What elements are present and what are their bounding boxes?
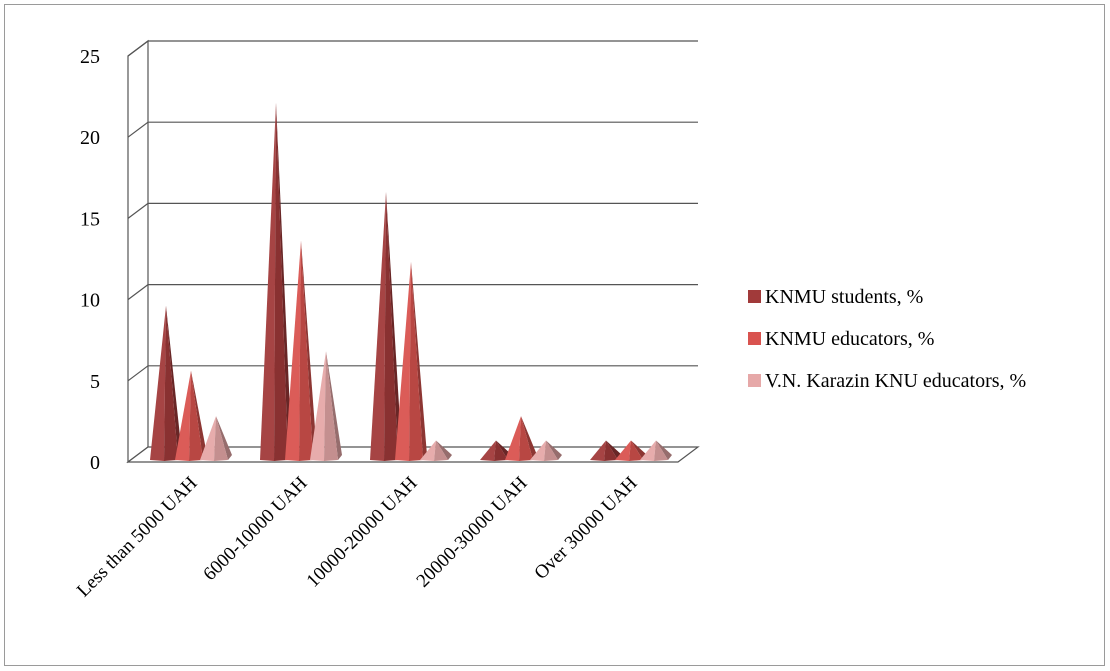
pyramid-front-left	[505, 416, 521, 461]
pyramid-side	[411, 261, 427, 460]
pyramid-front-right	[604, 440, 618, 461]
pyramid-front-left	[175, 370, 191, 461]
pyramid-front-left	[395, 261, 411, 461]
pyramid-front-left	[530, 440, 546, 461]
pyramid-front-right	[494, 440, 508, 461]
legend-swatch	[748, 290, 761, 303]
pyramid-front-left	[285, 240, 301, 461]
pyramid-bar	[260, 102, 292, 461]
pyramid-bar	[420, 440, 452, 461]
y-axis-ticks: 0 5 10 15 20 25	[80, 46, 100, 474]
y-tick-label: 20	[80, 127, 100, 149]
pyramid-bar	[615, 440, 647, 461]
pyramid-front-right	[189, 370, 203, 461]
pyramid-side	[166, 305, 182, 460]
legend-label: KNMU educators, %	[765, 328, 934, 350]
legend-label: KNMU students, %	[765, 286, 923, 308]
pyramid-side	[386, 192, 402, 461]
pyramid-bar	[150, 305, 182, 461]
pyramid-bar	[370, 192, 402, 462]
pyramid-front-left	[200, 416, 216, 461]
side-wall	[127, 39, 149, 464]
pyramid-front-right	[654, 440, 668, 461]
pyramid-bar	[505, 416, 537, 461]
pyramid-front-left	[370, 192, 386, 462]
gridline	[127, 121, 698, 138]
pyramid-front-right	[544, 440, 558, 461]
pyramid-side	[631, 440, 647, 460]
y-tick-label: 25	[80, 46, 100, 68]
pyramid-bar	[285, 240, 317, 461]
pyramid-front-right	[164, 305, 178, 461]
pyramid-front-right	[299, 240, 313, 461]
pyramid-bar	[310, 351, 342, 461]
pyramid-bar	[200, 416, 232, 461]
pyramid-side	[436, 440, 452, 460]
pyramid-front-right	[519, 416, 533, 461]
pyramid-front-right	[629, 440, 643, 461]
pyramid-front-right	[384, 192, 398, 462]
pyramid-bar	[640, 440, 672, 461]
y-tick-label: 10	[80, 290, 100, 312]
gridline	[127, 284, 698, 301]
pyramid-front-right	[274, 102, 288, 461]
pyramid-front-left	[590, 440, 606, 461]
pyramid-front-left	[420, 440, 436, 461]
gridline	[127, 365, 698, 382]
x-tick-label: Over 30000 UAH	[530, 472, 641, 583]
y-tick-label: 0	[90, 452, 100, 474]
pyramid-side	[301, 240, 317, 460]
chart-frame	[4, 4, 1105, 666]
legend-swatch	[748, 332, 761, 345]
gridlines	[127, 40, 698, 382]
y-tick-label: 15	[80, 208, 100, 230]
pyramids	[150, 102, 672, 462]
pyramid-bar	[395, 261, 427, 461]
pyramid-bar	[590, 440, 622, 461]
x-tick-label: 10000-20000 UAH	[303, 472, 422, 591]
pyramid-side	[191, 370, 207, 460]
pyramid-side	[216, 416, 232, 460]
pyramid-front-left	[480, 440, 496, 461]
x-tick-label: 20000-30000 UAH	[413, 472, 532, 591]
pyramid-side	[521, 416, 537, 460]
pyramid-front-left	[260, 102, 276, 461]
pyramid-front-left	[615, 440, 631, 461]
pyramid-front-left	[150, 305, 166, 461]
pyramid-side	[656, 440, 672, 460]
y-tick-label: 5	[90, 371, 100, 393]
pyramid-front-right	[434, 440, 448, 461]
pyramid-front-left	[310, 351, 326, 461]
pyramid-front-left	[640, 440, 656, 461]
pyramid-front-right	[214, 416, 228, 461]
x-tick-label: Less than 5000 UAH	[73, 472, 202, 601]
pyramid-side	[276, 102, 292, 460]
pyramid-front-right	[409, 261, 423, 461]
pyramid-side	[546, 440, 562, 460]
pyramid-bar	[175, 370, 207, 461]
pyramid-front-right	[324, 351, 338, 461]
pyramid-side	[606, 440, 622, 460]
legend: KNMU students, % KNMU educators, % V.N. Ka…	[748, 286, 1026, 392]
legend-label: V.N. Karazin KNU educators, %	[765, 370, 1026, 392]
legend-swatch	[748, 374, 761, 387]
pyramid-side	[326, 351, 342, 460]
gridline	[127, 202, 698, 219]
x-tick-label: 6000-10000 UAH	[199, 472, 311, 584]
gridline	[127, 40, 698, 57]
pyramid-bar	[530, 440, 562, 461]
